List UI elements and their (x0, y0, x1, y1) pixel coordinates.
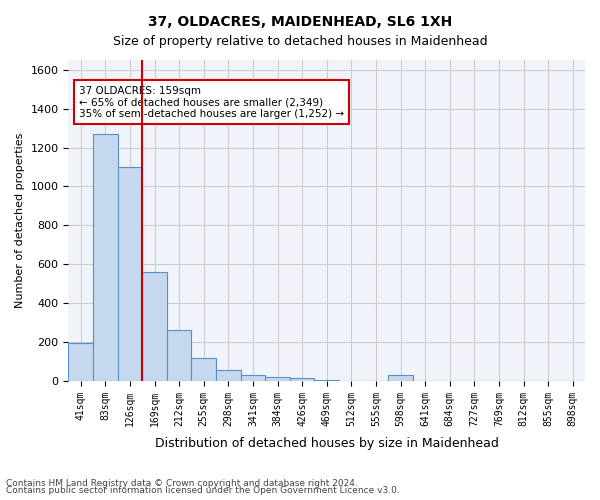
Bar (167, 330, 191, 381)
Text: 37 OLDACRES: 159sqm
← 65% of detached houses are smaller (2,349)
35% of semi-det: 37 OLDACRES: 159sqm ← 65% of detached ho… (79, 86, 344, 119)
Bar (118, 167, 142, 381)
Text: Contains HM Land Registry data © Crown copyright and database right 2024.: Contains HM Land Registry data © Crown c… (6, 478, 358, 488)
Bar (93, 134, 118, 381)
Bar (388, 375, 413, 381)
Bar (314, 380, 339, 381)
X-axis label: Distribution of detached houses by size in Maidenhead: Distribution of detached houses by size … (155, 437, 499, 450)
Bar (290, 378, 314, 381)
Bar (68, 342, 93, 381)
Bar (191, 358, 216, 381)
Text: Contains public sector information licensed under the Open Government Licence v3: Contains public sector information licen… (6, 486, 400, 495)
Text: Size of property relative to detached houses in Maidenhead: Size of property relative to detached ho… (113, 35, 487, 48)
Text: 37, OLDACRES, MAIDENHEAD, SL6 1XH: 37, OLDACRES, MAIDENHEAD, SL6 1XH (148, 15, 452, 29)
Y-axis label: Number of detached properties: Number of detached properties (15, 133, 25, 308)
Bar (265, 377, 290, 381)
Bar (241, 375, 265, 381)
Bar (142, 272, 167, 381)
Bar (216, 370, 241, 381)
